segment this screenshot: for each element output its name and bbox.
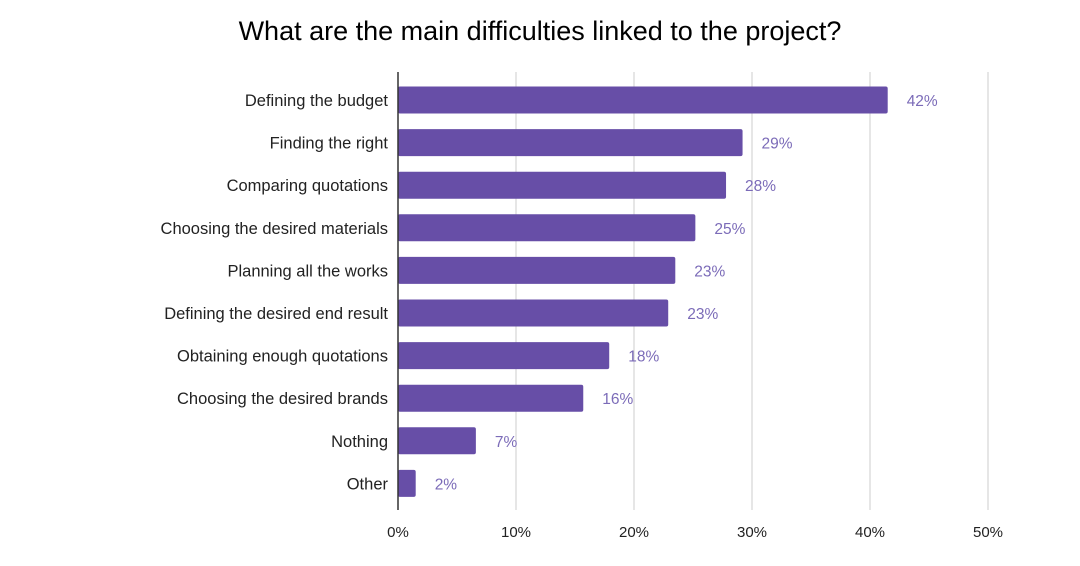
data-label: 42% [907,93,938,110]
x-tick-label: 20% [619,524,649,541]
data-label: 16% [602,391,633,408]
data-label: 7% [495,434,518,451]
category-label: Finding the right [270,135,389,153]
category-label: Choosing the desired brands [177,390,388,408]
data-label: 23% [687,306,718,323]
bar [398,469,416,497]
data-label: 2% [435,476,458,493]
category-label: Defining the budget [245,92,389,110]
chart-title: What are the main difficulties linked to… [238,16,842,46]
x-tick-label: 0% [387,524,409,541]
category-label: Obtaining enough quotations [177,348,388,366]
bar [398,214,696,242]
bar [398,299,669,327]
bar [398,86,888,114]
bar [398,384,584,412]
x-tick-label: 10% [501,524,531,541]
category-label: Comparing quotations [227,177,388,195]
bar [398,256,676,284]
bar [398,129,743,157]
category-label: Nothing [331,433,388,451]
data-label: 25% [714,221,745,238]
bars [398,86,888,497]
category-labels: Defining the budget Finding the right Comp… [161,92,389,493]
x-tick-label: 50% [973,524,1003,541]
category-label: Planning all the works [227,262,388,280]
bar [398,342,610,370]
data-label: 29% [762,136,793,153]
data-labels: 42% 29% 28% 25% 23% 23% 18% 16% 7% 2% [435,93,938,493]
category-label: Choosing the desired materials [161,220,388,238]
category-label: Other [347,475,389,493]
data-label: 28% [745,178,776,195]
category-label: Defining the desired end result [164,305,388,323]
bar [398,427,476,455]
x-tick-label: 30% [737,524,767,541]
bar [398,171,727,199]
x-tick-label: 40% [855,524,885,541]
data-label: 23% [694,263,725,280]
data-label: 18% [628,349,659,366]
x-axis-tick-labels: 0% 10% 20% 30% 40% 50% [387,524,1003,541]
